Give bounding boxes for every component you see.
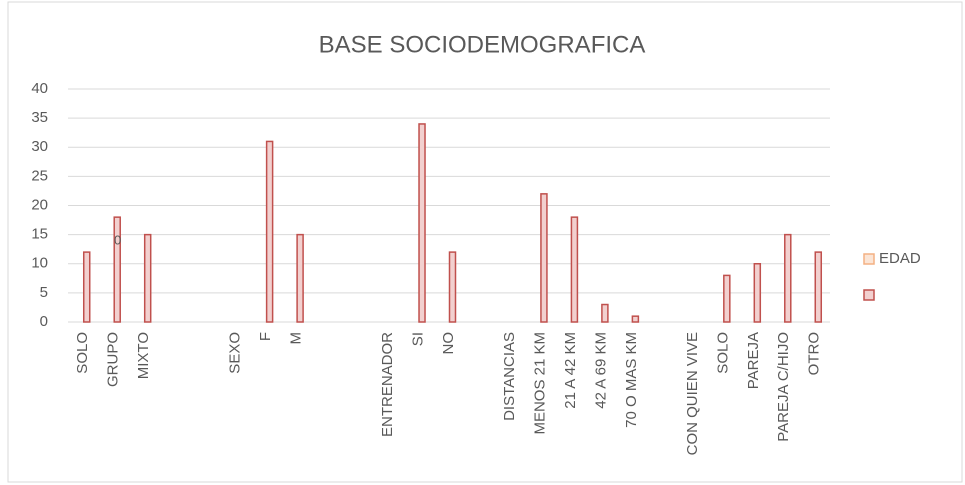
y-tick-label: 0	[40, 313, 48, 330]
x-tick-label: M	[288, 332, 305, 345]
x-tick-label: SOLO	[714, 332, 731, 374]
y-tick-label: 5	[40, 284, 48, 301]
x-tick-label: PAREJA C/HIJO	[775, 332, 792, 442]
x-tick-label: CON QUIEN VIVE	[684, 332, 701, 455]
bar	[265, 140, 274, 323]
y-tick-label: 15	[31, 226, 48, 243]
y-tick-label: 25	[31, 167, 48, 184]
chart-border	[7, 1, 963, 483]
bar	[296, 233, 304, 323]
bar	[601, 303, 609, 323]
bar	[82, 251, 91, 323]
bar	[784, 233, 792, 323]
x-tick-label: 70 O MAS KM	[623, 332, 640, 428]
y-tick-label: 10	[31, 255, 48, 272]
y-tick-label: 40	[31, 80, 48, 97]
bar	[143, 233, 152, 323]
legend-swatch	[863, 289, 875, 301]
y-tick-label: 30	[31, 138, 48, 155]
y-tick-label: 35	[31, 109, 48, 126]
x-tick-label: GRUPO	[105, 332, 122, 387]
x-tick-label: NO	[440, 332, 457, 355]
x-tick-label: MIXTO	[135, 332, 152, 379]
bar	[814, 251, 823, 323]
legend-swatch	[863, 253, 875, 265]
bar	[723, 274, 731, 323]
chart-title: BASE SOCIODEMOGRAFICA	[319, 31, 646, 58]
bar	[631, 315, 640, 323]
bar	[540, 193, 548, 323]
legend-label: EDAD	[879, 250, 921, 267]
bar	[113, 216, 121, 323]
annotation: 0	[114, 232, 121, 247]
bar	[570, 216, 579, 323]
bar	[448, 251, 457, 323]
x-tick-label: SEXO	[227, 332, 244, 374]
x-tick-label: SOLO	[74, 332, 91, 374]
x-tick-label: OTRO	[806, 332, 823, 375]
x-tick-label: PAREJA	[745, 332, 762, 389]
x-tick-label: 21 A 42 KM	[562, 332, 579, 409]
x-tick-label: ENTRENADOR	[379, 332, 396, 437]
x-tick-label: DISTANCIAS	[501, 332, 518, 421]
bar	[418, 123, 426, 323]
y-tick-label: 20	[31, 196, 48, 213]
x-tick-label: MENOS 21 KM	[531, 332, 548, 435]
bar	[753, 263, 762, 323]
x-tick-label: F	[257, 332, 274, 341]
x-tick-label: SI	[409, 332, 426, 346]
x-tick-label: 42 A 69 KM	[592, 332, 609, 409]
